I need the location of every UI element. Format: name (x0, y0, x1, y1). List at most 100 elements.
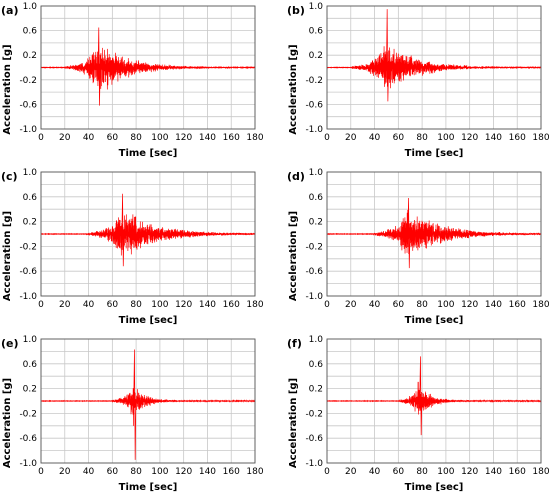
panel-label: (a) (1, 4, 18, 17)
x-tick-label: 40 (83, 300, 95, 310)
x-tick-label: 100 (151, 467, 168, 477)
y-axis-title: Acceleration [g] (2, 378, 13, 468)
y-tick-label: 0.6 (23, 360, 38, 370)
x-tick-label: 120 (175, 300, 192, 310)
x-tick-label: 180 (246, 300, 263, 310)
panel-e: 0 20 40 60 80 100 120 140 160 180 1.0 0.6 0.2 -0.2 -0.… (1, 335, 264, 493)
y-tick-label: -0.6 (305, 267, 323, 277)
x-tick-label: 180 (246, 467, 263, 477)
y-tick-label: -0.2 (305, 76, 323, 86)
x-tick-label: 160 (509, 467, 526, 477)
x-tick-label: 160 (223, 133, 240, 143)
acceleration-trace (40, 193, 256, 267)
x-tick-label: 180 (532, 467, 549, 477)
x-tick-label: 80 (416, 300, 428, 310)
y-axis-title: Acceleration [g] (288, 211, 299, 301)
y-tick-label: -0.6 (19, 267, 37, 277)
y-tick-label: 0.2 (23, 51, 37, 61)
y-tick-label: 0.6 (23, 193, 38, 203)
x-axis-title: Time [sec] (119, 148, 178, 159)
x-axis-title: Time [sec] (119, 315, 178, 326)
x-tick-label: 20 (345, 467, 357, 477)
y-tick-label: -0.6 (305, 100, 323, 110)
y-tick-label: -1.0 (19, 125, 37, 135)
y-tick-label: 0.6 (309, 360, 324, 370)
y-tick-label: 0.6 (309, 27, 324, 37)
x-tick-label: 160 (509, 300, 526, 310)
acceleration-trace (40, 27, 256, 106)
x-tick-label: 140 (199, 133, 216, 143)
x-tick-label: 20 (59, 133, 71, 143)
x-tick-label: 0 (38, 300, 44, 310)
panel-f: 0 20 40 60 80 100 120 140 160 180 1.0 0.6 0.2 -0.2 -0.… (287, 335, 550, 493)
y-axis-title: Acceleration [g] (2, 211, 13, 301)
panel-a: 0 20 40 60 80 100 120 140 160 180 1.0 0.6 0.2 -0.2 -0.… (1, 2, 264, 159)
x-tick-label: 140 (199, 467, 216, 477)
y-tick-label: -1.0 (19, 459, 37, 469)
x-tick-label: 60 (107, 133, 119, 143)
x-tick-label: 40 (369, 133, 381, 143)
x-tick-label: 60 (107, 300, 119, 310)
x-tick-label: 40 (369, 300, 381, 310)
acceleration-trace (326, 9, 542, 102)
y-tick-label: -1.0 (305, 292, 323, 302)
y-tick-label: 0.2 (23, 218, 37, 228)
y-tick-label: 1.0 (309, 335, 324, 345)
x-tick-label: 20 (345, 300, 357, 310)
y-tick-label: 1.0 (23, 168, 38, 178)
x-tick-label: 20 (345, 133, 357, 143)
panel-label: (c) (1, 170, 18, 183)
x-axis-title: Time [sec] (119, 482, 178, 493)
x-tick-label: 0 (324, 133, 330, 143)
y-tick-label: -0.6 (305, 434, 323, 444)
y-tick-label: 1.0 (23, 2, 38, 12)
x-tick-label: 140 (199, 300, 216, 310)
x-tick-label: 120 (175, 467, 192, 477)
plot-frame (40, 338, 256, 464)
y-tick-label: -1.0 (305, 125, 323, 135)
y-axis-title: Acceleration [g] (288, 378, 299, 468)
x-tick-label: 80 (130, 133, 142, 143)
y-tick-label: -1.0 (305, 459, 323, 469)
y-tick-label: 0.6 (23, 27, 38, 37)
x-tick-label: 180 (532, 300, 549, 310)
x-tick-label: 140 (485, 133, 502, 143)
x-tick-label: 60 (393, 133, 405, 143)
x-tick-label: 80 (416, 467, 428, 477)
x-tick-label: 160 (509, 133, 526, 143)
acceleration-trace (326, 356, 542, 436)
x-tick-label: 180 (246, 133, 263, 143)
x-tick-label: 0 (324, 300, 330, 310)
plot-frame (326, 171, 542, 297)
y-axis-title: Acceleration [g] (2, 44, 13, 134)
y-tick-label: -0.6 (19, 100, 37, 110)
y-tick-label: -0.6 (19, 434, 37, 444)
y-tick-label: 1.0 (309, 168, 324, 178)
x-tick-label: 80 (130, 300, 142, 310)
x-axis-title: Time [sec] (405, 482, 464, 493)
panel-d: 0 20 40 60 80 100 120 140 160 180 1.0 0.6 0.2 -0.2 -0.… (287, 168, 550, 326)
y-tick-label: 0.2 (309, 385, 323, 395)
panel-label: (f) (287, 337, 302, 350)
y-tick-label: 0.2 (309, 51, 323, 61)
y-tick-label: 1.0 (23, 335, 38, 345)
panel-label: (b) (287, 4, 305, 17)
acceleration-trace (326, 198, 542, 269)
y-tick-label: 0.6 (309, 193, 324, 203)
x-tick-label: 100 (437, 300, 454, 310)
x-tick-label: 0 (38, 467, 44, 477)
plot-frame (40, 5, 256, 130)
x-tick-label: 40 (83, 467, 95, 477)
x-tick-label: 40 (369, 467, 381, 477)
x-tick-label: 140 (485, 300, 502, 310)
y-tick-label: 0.2 (23, 385, 37, 395)
x-axis-title: Time [sec] (405, 315, 464, 326)
panel-label: (e) (1, 337, 19, 350)
x-tick-label: 120 (461, 300, 478, 310)
x-tick-label: 60 (393, 300, 405, 310)
y-tick-label: -0.2 (305, 409, 323, 419)
y-tick-label: -0.2 (305, 242, 323, 252)
y-tick-label: 0.2 (309, 218, 323, 228)
x-tick-label: 80 (416, 133, 428, 143)
y-tick-label: 1.0 (309, 2, 324, 12)
